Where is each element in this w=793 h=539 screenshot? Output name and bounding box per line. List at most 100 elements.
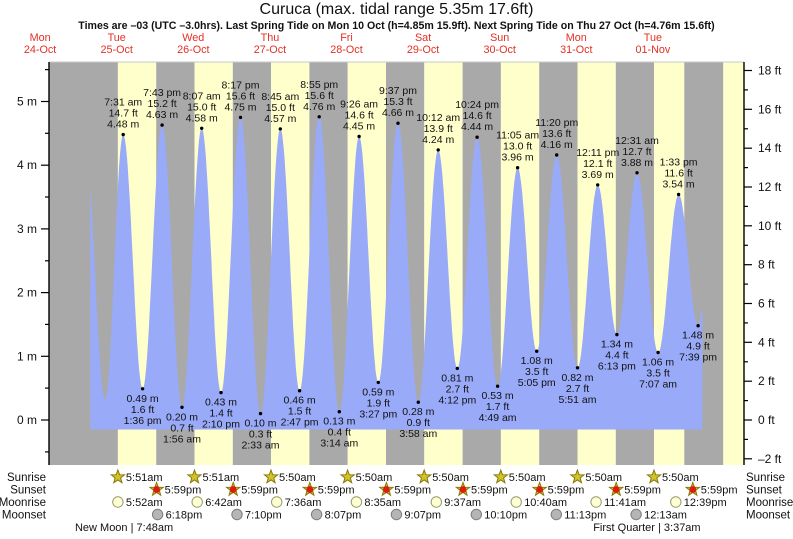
tide-extreme-dot [416,400,420,404]
daylight-stripe [723,62,744,465]
sunrise-icon [263,468,280,484]
tide-peak-label: 9:26 am 14.6 ft 4.45 m [340,99,378,133]
moonrise-icon [590,496,602,508]
sunrise-icon [339,468,356,484]
moonset-icon [231,508,243,521]
tide-extreme-dot [436,148,440,152]
tide-extreme-dot [575,366,580,370]
left-axis-label: 0 m [17,413,37,427]
sunset-time: 5:59pm [394,485,431,497]
sunrise-time: 5:50am [356,472,393,484]
day-date-label: 25-Oct [100,44,132,56]
tide-extreme-dot [219,390,223,395]
tide-extreme-dot [635,171,639,175]
day-date-label: 27-Oct [254,44,286,56]
moonrise-icon [510,496,522,508]
moonset-time: 11:13pm [564,510,606,522]
right-axis-label: 8 ft [758,258,775,272]
tide-trough-label: 0.43 m 1.4 ft 2:10 pm [202,397,240,431]
tide-extreme-dot [357,134,361,139]
tide-peak-label: 7:43 pm 15.2 ft 4.63 m [143,87,181,121]
sunset-time: 5:59pm [471,485,508,497]
sunset-time: 5:59pm [624,485,661,497]
right-axis-label: 18 ft [758,64,782,78]
sunset-icon-center [459,486,467,493]
moonrise-time: 7:36am [285,497,322,509]
sunset-time: 5:59pm [318,485,355,497]
tide-peak-label: 1:33 pm 11.6 ft 3.54 m [660,157,698,191]
chart-subtitle: Times are –03 (UTC –3.0hrs). Last Spring… [78,20,715,32]
day-of-week-label: Mon [30,32,51,44]
moonrise-icon [350,496,363,508]
tide-peak-label: 8:07 am 15.0 ft 4.58 m [183,90,221,124]
tide-extreme-dot [535,349,539,353]
tide-extreme-dot [596,183,600,187]
tide-trough-label: 1.06 m 3.5 ft 7:07 am [639,357,677,391]
right-axis-label: 2 ft [758,374,775,388]
tide-trough-label: 0.81 m 2.7 ft 4:12 pm [438,372,476,406]
tide-trough-label: 1.34 m 4.4 ft 6:13 pm [598,339,636,373]
sunrise-time: 5:50am [509,472,546,484]
tide-extreme-dot [696,324,700,328]
tide-extreme-dot [180,405,184,409]
moonrise-time: 5:52am [126,497,163,509]
day-of-week-label: Mon [566,32,587,44]
sunrise-icon [109,468,126,484]
tide-extreme-dot [676,192,681,197]
tide-peak-label: 10:12 am 13.9 ft 4.24 m [416,112,460,146]
astro-row-label-left: Sunset [10,485,47,497]
tide-extreme-dot [515,166,520,170]
sunrise-icon [186,468,203,484]
moonset-icon [470,508,482,521]
sunrise-time: 5:50am [585,472,622,484]
left-axis-label: 5 m [17,95,37,109]
moonrise-time: 8:35am [364,497,401,509]
tide-extreme-dot [337,410,341,414]
left-axis-label: 2 m [17,286,37,300]
tide-extreme-dot [555,153,559,157]
astro-row-label-left: Moonset [2,510,47,522]
day-date-label: 01-Nov [635,44,670,56]
sunrise-icon [416,468,433,484]
tide-trough-label: 0.10 m 0.3 ft 2:33 am [242,418,280,452]
right-axis-label: 4 ft [758,335,775,349]
tide-extreme-dot [455,366,459,371]
moonset-time: 12:13am [644,510,687,522]
tide-trough-label: 1.08 m 3.5 ft 5:05 pm [518,355,556,389]
left-axis-label: 1 m [17,349,37,363]
tide-trough-label: 0.59 m 1.9 ft 3:27 pm [359,386,397,420]
tide-peak-label: 7:31 am 14.7 ft 4.48 m [104,97,142,131]
day-date-label: 31-Oct [560,44,592,56]
right-axis-label: 14 ft [758,141,782,155]
sunset-icon-center [612,486,620,493]
tide-extreme-dot [495,384,500,388]
tide-extreme-dot [475,135,479,139]
sunrise-icon [492,468,509,484]
tide-extreme-dot [656,350,660,355]
tide-extreme-dot [297,389,302,393]
astro-row-label-right: Moonset [746,510,791,522]
tide-peak-label: 10:24 pm 14.6 ft 4.44 m [455,99,499,133]
tide-extreme-dot [258,411,263,416]
day-date-label: 30-Oct [483,44,515,56]
tide-extreme-dot [278,127,282,131]
moonset-time: 8:07pm [325,510,362,522]
tide-extreme-dot [615,332,619,337]
sunrise-time: 5:50am [432,472,469,484]
astro-row-label-left: Sunrise [7,472,46,484]
moonset-icon [151,508,164,521]
sunset-icon-center [153,486,161,493]
tide-extreme-dot [200,126,204,130]
sunrise-icon [646,468,663,484]
day-date-label: 24-Oct [24,44,56,56]
tide-extreme-dot [160,123,164,127]
tide-extreme-dot [238,115,243,120]
astro-row-label-right: Sunset [746,485,783,497]
day-date-label: 28-Oct [330,44,362,56]
sunset-icon-center [536,486,543,493]
tide-trough-label: 0.53 m 1.7 ft 4:49 am [479,390,517,424]
tide-trough-label: 0.28 m 0.9 ft 3:58 am [399,406,437,440]
day-of-week-label: Sat [415,32,431,44]
moonrise-icon [430,496,442,508]
